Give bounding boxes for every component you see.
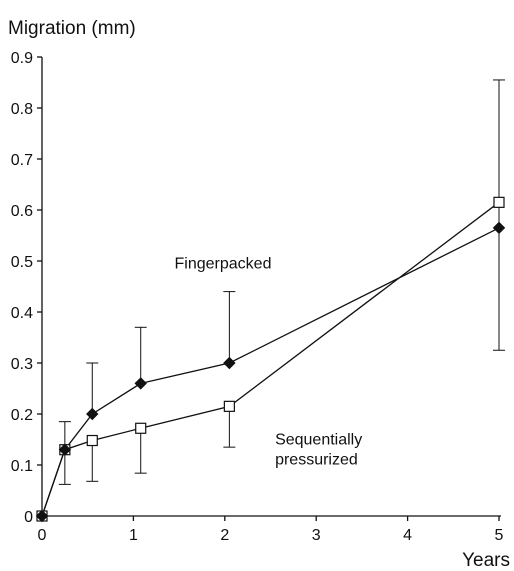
y-tick-label: 0.4: [11, 305, 33, 322]
data-point: [86, 407, 99, 421]
markers-series-0: [35, 221, 506, 523]
annotation-line: Fingerpacked: [175, 256, 272, 273]
data-point: [492, 221, 506, 235]
data-point: [86, 434, 98, 447]
series-annotation-1: Sequentially pressurized: [275, 432, 362, 469]
y-tick-label: 0.1: [11, 458, 33, 475]
annotation-line: Sequentially: [275, 432, 362, 449]
data-point: [135, 422, 147, 434]
data-point: [493, 196, 505, 208]
y-tick-label: 0.7: [11, 152, 33, 169]
markers-series-1: [36, 196, 505, 522]
error-bars-series-1: [58, 79, 505, 485]
x-tick-label: 5: [495, 527, 504, 544]
x-tick-label: 2: [220, 527, 229, 544]
y-tick-label: 0: [24, 509, 33, 526]
y-tick-label: 0.3: [11, 356, 33, 373]
data-point: [35, 509, 49, 523]
y-tick-label: 0.5: [11, 254, 33, 271]
x-tick-label: 4: [403, 527, 412, 544]
data-point: [223, 356, 236, 370]
series-annotation-0: Fingerpacked: [175, 256, 272, 273]
y-tick-label: 0.2: [11, 407, 33, 424]
data-point: [134, 377, 147, 390]
x-tick-label: 3: [312, 527, 321, 544]
series-line-1: [41, 201, 500, 517]
error-bars-series-0: [86, 291, 236, 414]
data-point: [58, 443, 72, 456]
y-tick-label: 0.8: [11, 101, 33, 118]
x-tick-label: 1: [129, 527, 138, 544]
x-axis-title: Years: [462, 550, 510, 571]
annotation-line: pressurized: [275, 452, 358, 469]
plot-area: 0 0.1 0.2 0.3 0.4 0.5 0.6 0.7 0.8 0.9 0 1 2 3 4 5 Finger…: [11, 50, 506, 544]
y-tick-label: 0.9: [11, 50, 33, 67]
data-point: [223, 400, 235, 412]
x-tick-label: 0: [38, 527, 47, 544]
y-tick-label: 0.6: [11, 203, 33, 220]
y-axis-title: Migration (mm): [8, 18, 136, 39]
